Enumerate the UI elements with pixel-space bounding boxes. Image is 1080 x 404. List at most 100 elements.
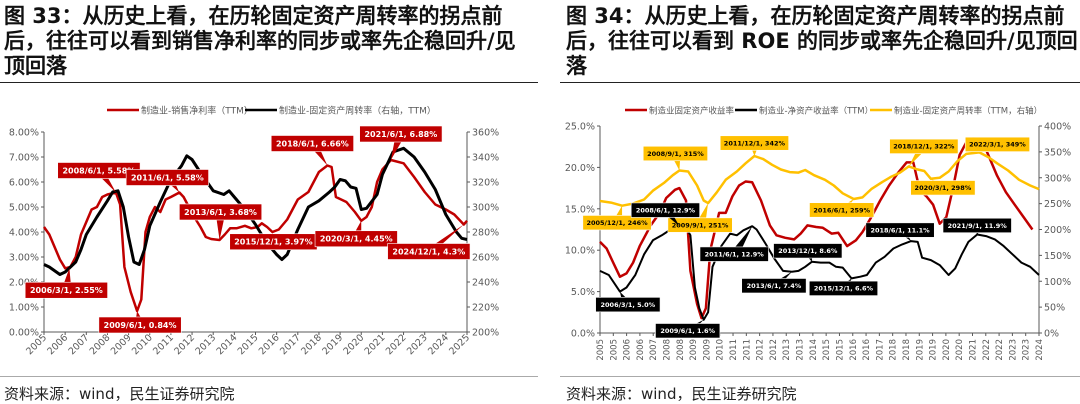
x-tick-label: 2010 <box>130 332 155 357</box>
x-tick-label: 2012 <box>172 332 197 357</box>
x-tick-label: 2025 <box>447 332 472 357</box>
callout-box <box>387 243 471 260</box>
y-left-tick-label: 15.0% <box>565 204 595 215</box>
y-right-tick-label: 260% <box>472 253 499 264</box>
legend-label: 制造业-净资产收益率（TTM） <box>759 106 873 117</box>
callout-box <box>699 246 769 262</box>
callout-label: 2021/9/1, 11.9% <box>948 222 1008 230</box>
x-tick-label: 2006 <box>45 332 70 357</box>
figure-34-title: 图 34：从历史上看，在历轮固定资产周转率的拐点前后，往往可以看到 ROE 的同… <box>566 4 1078 78</box>
x-tick-label: 2024 <box>426 332 451 357</box>
x-tick-label: 2013 <box>782 339 792 361</box>
x-tick-label: 2023 <box>405 332 430 357</box>
callout: 2020/3/1, 4.45% <box>314 220 398 248</box>
legend-label: 制造业-销售净利率（TTM） <box>141 105 253 117</box>
callout-box <box>809 202 875 218</box>
x-tick-label: 2006 <box>636 339 646 361</box>
y-right-tick-label: 250% <box>1044 199 1071 210</box>
callout-box <box>741 278 807 294</box>
y-right-tick-label: 400% <box>1044 122 1071 133</box>
callout: 2018/12/1, 322% <box>889 138 959 167</box>
y-right-tick-label: 0% <box>1044 329 1059 340</box>
callout: 2008/6/1, 12.9% <box>630 202 700 227</box>
x-tick-label: 2016 <box>862 339 872 361</box>
y-right-tick-label: 340% <box>472 153 499 164</box>
x-tick-label: 2019 <box>929 339 939 361</box>
callout-label: 2008/9/1, 315% <box>647 150 704 158</box>
x-tick-label: 2018 <box>902 339 912 361</box>
callout: 2008/6/1, 5.58% <box>57 162 141 193</box>
x-tick-label: 2006 <box>623 339 633 361</box>
y-right-tick-label: 100% <box>1044 277 1071 288</box>
y-right-tick-label: 280% <box>472 228 499 239</box>
figure-33-title: 图 33：从历史上看，在历轮固定资产周转率的拐点前后，往往可以看到销售净利率的同… <box>4 4 516 78</box>
y-right-tick-label: 220% <box>472 303 499 314</box>
x-tick-label: 2015 <box>835 339 845 361</box>
callout: 2022/3/1, 349% <box>964 136 1030 153</box>
x-tick-label: 2017 <box>875 339 885 361</box>
figure-34-source: 资料来源：wind，民生证券研究院 <box>566 385 797 403</box>
x-tick-label: 2007 <box>67 332 92 357</box>
callout-box <box>24 281 108 299</box>
callout-label: 2015/12/1, 6.6% <box>814 285 874 293</box>
callout-label: 2024/12/1, 4.3% <box>392 247 465 256</box>
x-tick-label: 2020 <box>341 332 366 357</box>
callout: 2020/3/1, 298% <box>910 178 976 196</box>
x-tick-label: 2009 <box>702 339 712 361</box>
x-tick-label: 2011 <box>151 332 176 357</box>
x-tick-label: 2021 <box>968 339 978 361</box>
x-tick-label: 2011 <box>729 339 739 361</box>
x-tick-label: 2010 <box>716 339 726 361</box>
callout-box <box>125 169 209 186</box>
y-left-tick-label: 3.00% <box>9 253 39 264</box>
x-tick-label: 2023 <box>1008 339 1018 361</box>
y-left-tick-label: 5.0% <box>571 287 595 298</box>
legend-label: 制造业-固定资产周转率（右轴，TTM） <box>279 105 436 117</box>
callout-label: 2013/6/1, 7.4% <box>747 282 802 290</box>
callout: 2024/12/1, 4.3% <box>387 224 471 260</box>
y-right-tick-label: 150% <box>1044 251 1071 262</box>
callout-box <box>642 145 708 162</box>
callout-label: 2011/12/1, 342% <box>724 139 786 147</box>
callout-label: 2020/3/1, 4.45% <box>320 235 393 244</box>
callout-box <box>582 215 652 231</box>
y-left-tick-label: 2.00% <box>9 278 39 289</box>
y-right-tick-label: 300% <box>1044 173 1071 184</box>
callout-box <box>667 217 733 233</box>
callout-label: 2011/6/1, 5.58% <box>131 173 204 182</box>
legend-label: 制造业-固定资产周转率（TTM，右轴） <box>894 106 1042 117</box>
callout-label: 2021/6/1, 6.88% <box>364 130 437 139</box>
series-line-3 <box>599 151 1040 207</box>
callout: 2018/6/1, 11.1% <box>865 222 935 242</box>
y-left-tick-label: 1.00% <box>9 303 39 314</box>
callout-label: 2008/6/1, 12.9% <box>636 207 696 215</box>
x-tick-label: 2015 <box>822 339 832 361</box>
x-tick-label: 2012 <box>756 339 766 361</box>
callout-box <box>595 297 661 313</box>
y-right-tick-label: 240% <box>472 278 499 289</box>
callout-box <box>179 203 263 221</box>
x-tick-label: 2019 <box>915 339 925 361</box>
x-tick-label: 2018 <box>299 332 324 357</box>
callout: 2013/6/1, 7.4% <box>741 271 807 294</box>
callout-box <box>314 230 398 248</box>
x-tick-label: 2005 <box>609 339 619 361</box>
title-rule-right <box>560 82 1080 83</box>
callout-label: 2018/6/1, 6.66% <box>276 139 349 148</box>
x-tick-label: 2019 <box>320 332 345 357</box>
legend-label: 制造业固定资产收益率 <box>649 106 735 117</box>
x-tick-label: 2013 <box>193 332 218 357</box>
x-tick-label: 2008 <box>676 339 686 361</box>
callout-box <box>889 138 959 154</box>
x-tick-label: 2008 <box>663 339 673 361</box>
callout-label: 2009/9/1, 251% <box>672 221 729 229</box>
callout: 2009/6/1, 1.6% <box>655 319 721 339</box>
x-tick-label: 2020 <box>955 339 965 361</box>
callout: 2011/6/1, 5.58% <box>125 169 209 193</box>
callout-label: 2016/6/1, 259% <box>813 206 870 214</box>
y-right-tick-label: 50% <box>1044 303 1065 314</box>
callout-box <box>773 243 843 259</box>
series-line-1 <box>42 158 468 313</box>
title-rule-left <box>0 82 538 83</box>
callout-label: 2005/12/1, 246% <box>586 219 648 227</box>
